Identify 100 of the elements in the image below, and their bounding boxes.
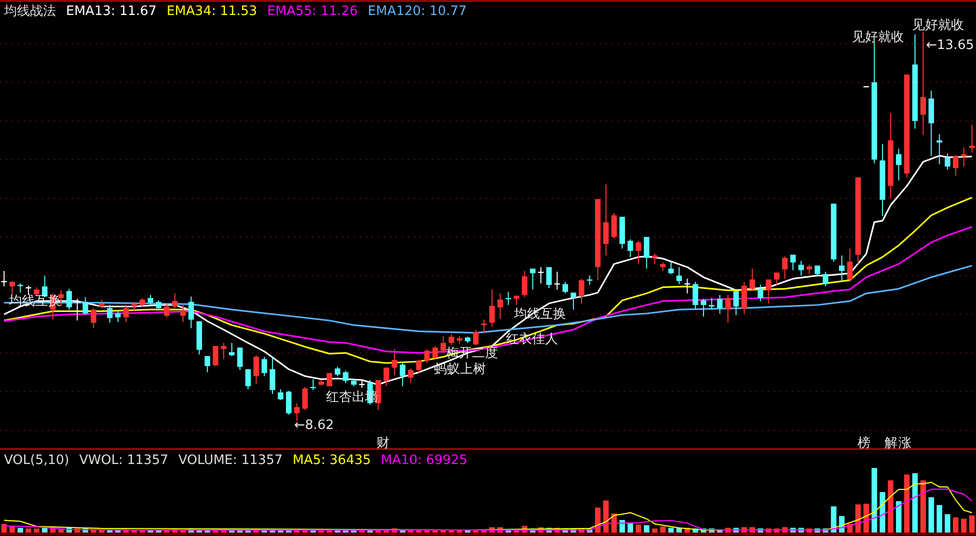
candlestick [570,292,576,310]
candlestick [164,302,170,318]
candlestick [82,296,88,316]
candlestick [692,281,698,310]
candlestick [733,290,739,316]
candlestick [237,347,243,370]
candlestick [952,154,958,176]
candlestick [278,388,284,401]
candlestick [270,357,276,394]
bar [603,500,609,533]
candlestick [408,368,414,384]
candlestick [741,281,747,314]
annotation: 见好就收 [852,30,904,45]
annotation: VWOL: 11357 [79,453,168,468]
bar [912,473,918,533]
candlestick [806,264,812,275]
text: MA5: 36435 [292,453,371,468]
bar [961,518,967,533]
bar [636,524,642,533]
candlestick [790,254,796,271]
candlestick [123,304,129,323]
candlestick [334,366,340,377]
annotation: 红杏出墙 [326,390,378,405]
bar [880,492,886,533]
candlestick [798,260,804,276]
candlestick [148,294,154,306]
bar [896,501,902,533]
candlestick [204,356,210,373]
candlestick [342,370,348,384]
candlestick [822,271,828,287]
text: EMA13: 11.67 [66,4,157,19]
bar [660,526,666,533]
bar [9,526,15,533]
candlestick [115,310,121,323]
candlestick [847,248,853,282]
annotation: 蚂蚁上树 [434,362,486,377]
candlestick [392,348,398,376]
text: EMA55: 11.26 [267,4,358,19]
candlestick [766,278,772,304]
candlestick [782,256,788,280]
candlestick [668,261,674,275]
candlestick [530,268,536,290]
candlestick [497,292,503,320]
candlestick [717,294,723,314]
candlestick [432,345,438,360]
candlestick [562,281,568,294]
bar [628,523,634,533]
annotation: 见好就收 [912,18,964,33]
candlestick [774,272,780,286]
candlestick [514,295,520,306]
bar [644,525,650,533]
candlestick [440,335,446,354]
bar [668,528,674,533]
candlestick [448,334,454,346]
candlestick [636,240,642,265]
bar [904,474,910,533]
text: EMA34: 11.53 [166,4,258,19]
candlestick [489,289,495,328]
candlestick [107,304,113,324]
candlestick [473,329,479,346]
candlestick [522,270,528,298]
text: 涨 [898,436,912,451]
candlestick [725,294,731,324]
candlestick [66,288,72,310]
candlestick [326,372,332,387]
text: 解 [884,436,898,451]
candlestick [302,386,308,411]
candlestick [400,360,406,387]
candlestick [538,266,544,284]
text: MA10: 69925 [380,453,468,468]
candlestick [708,298,714,310]
bar [888,480,894,533]
bar [928,497,934,533]
annotation: VOLUME: 11357 [178,453,283,468]
bar [872,468,878,533]
candlestick [9,281,15,296]
candlestick [944,152,950,170]
candlestick [644,236,650,270]
candlestick [220,342,226,360]
candlestick [286,390,292,416]
candlestick [758,284,764,302]
text: 榜 [858,436,870,451]
candlestick [481,319,487,334]
candlestick [74,298,80,321]
candlestick [156,300,162,310]
candlestick [546,266,552,288]
bar [952,517,958,533]
candlestick [26,285,32,296]
chart-title: 均线战法 [3,4,56,19]
candlestick [969,124,975,154]
candlestick [700,298,706,318]
candlestick [245,368,251,390]
annotation: ←8.62 [294,418,334,433]
candlestick [180,304,186,323]
candlestick [652,252,658,265]
candlestick [611,212,617,239]
candlestick [384,367,390,387]
candlestick [750,268,756,292]
text: 财 [376,436,390,451]
bar [920,480,926,533]
